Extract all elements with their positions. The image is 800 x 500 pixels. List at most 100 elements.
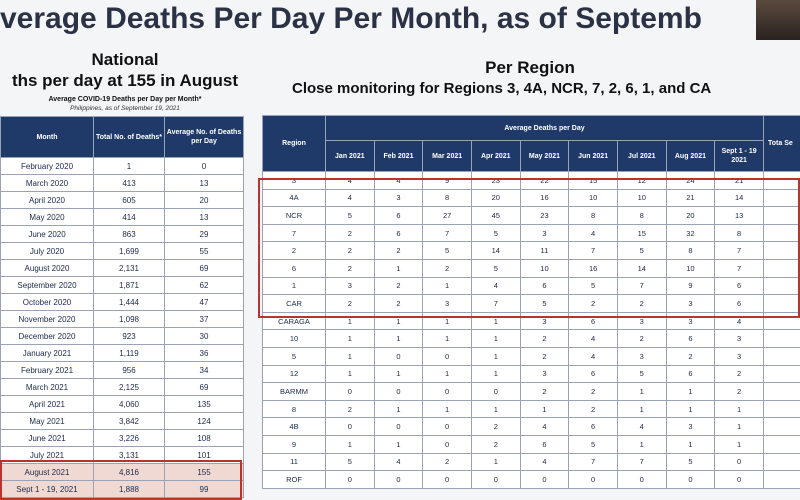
table-cell: 0 xyxy=(422,382,472,401)
table-cell: February 2021 xyxy=(0,361,94,379)
table-cell: 0 xyxy=(470,470,521,489)
table-cell: 4,060 xyxy=(93,395,165,413)
table-cell: 1 xyxy=(373,399,424,419)
table-cell: 1 xyxy=(714,434,764,454)
table-cell: 1 xyxy=(470,346,521,366)
table-row: April 2021 4,060 135 xyxy=(0,395,244,413)
table-cell: 2 xyxy=(519,346,570,366)
table-caption: Average COVID-19 Deaths per Day per Mont… xyxy=(48,96,202,103)
highlight-box xyxy=(258,178,800,318)
table-cell: December 2020 xyxy=(0,327,94,345)
table-row: November 2020 1,098 37 xyxy=(0,310,244,328)
table-cell: 6 xyxy=(519,434,570,454)
table-cell: June 2021 xyxy=(0,429,94,447)
table-cell: 1 xyxy=(325,434,375,454)
table-cell: January 2021 xyxy=(0,344,94,362)
table-cell: 1 xyxy=(373,434,424,454)
table-cell: 5 xyxy=(262,346,326,366)
table-cell: 956 xyxy=(93,361,165,379)
table-cell: 10 xyxy=(262,329,326,348)
table-cell: 2 xyxy=(568,399,618,419)
table-cell: August 2020 xyxy=(0,259,94,277)
table-cell: 605 xyxy=(93,191,165,209)
table-cell: 1 xyxy=(665,382,716,401)
table-cell: 0 xyxy=(373,470,424,489)
header-row: Region Average Deaths per Day Tota Se xyxy=(262,115,800,172)
table-cell: 4B xyxy=(262,417,326,436)
table-cell: 13 xyxy=(164,208,244,226)
table-cell: 0 xyxy=(519,470,570,489)
table-cell: 1 xyxy=(325,346,375,366)
table-cell: March 2021 xyxy=(0,378,94,396)
column-header: May 2021 xyxy=(519,140,570,172)
table-row: February 2021 956 34 xyxy=(0,361,244,379)
table-cell: 4 xyxy=(568,346,618,366)
table-cell: 414 xyxy=(93,208,165,226)
column-header: Total No. of Deaths* xyxy=(93,116,165,158)
table-cell: 0 xyxy=(470,382,521,401)
table-row: January 2021 1,119 36 xyxy=(0,344,244,362)
table-cell: 0 xyxy=(325,470,375,489)
table-cell: 4 xyxy=(373,452,424,472)
column-header: Average No. of Deaths per Day xyxy=(164,116,244,158)
table-cell: 0 xyxy=(616,470,667,489)
column-header: Sept 1 - 19 2021 xyxy=(714,140,764,172)
table-cell: 4 xyxy=(568,329,618,348)
table-cell: 1 xyxy=(373,364,424,384)
table-cell: 6 xyxy=(665,329,716,348)
table-row: 3 4 4 9 23 22 15 12 24 21 xyxy=(262,171,800,190)
table-cell: 5 xyxy=(616,364,667,384)
table-cell: 1 xyxy=(616,399,667,419)
table-cell: 55 xyxy=(164,242,244,260)
table-cell: 0 xyxy=(714,452,764,472)
table-cell: 1 xyxy=(325,329,375,348)
table-cell: May 2020 xyxy=(0,208,94,226)
webcam-thumbnail xyxy=(756,0,800,40)
table-cell: October 2020 xyxy=(0,293,94,311)
table-row: July 2020 1,699 55 xyxy=(0,242,244,260)
table-cell: 2 xyxy=(616,329,667,348)
table-cell: 1,699 xyxy=(93,242,165,260)
table-cell: February 2020 xyxy=(0,157,94,175)
table-cell: 1 xyxy=(470,329,521,348)
table-cell: 0 xyxy=(714,470,764,489)
table-cell: 0 xyxy=(373,382,424,401)
table-cell: 3 xyxy=(616,346,667,366)
table-cell: March 2020 xyxy=(0,174,94,192)
table-cell: 413 xyxy=(93,174,165,192)
table-cell: 2 xyxy=(568,382,618,401)
table-cell: 923 xyxy=(93,327,165,345)
table-cell: April 2021 xyxy=(0,395,94,413)
header-row: Jan 2021 Feb 2021 Mar 2021 Apr 2021 May 2021… xyxy=(263,140,800,172)
table-cell: 1 xyxy=(93,157,165,175)
national-heading: National xyxy=(91,50,159,69)
table-row: June 2020 863 29 xyxy=(0,225,244,243)
table-cell xyxy=(763,470,800,489)
highlight-box xyxy=(0,460,242,500)
table-cell: 30 xyxy=(164,327,244,345)
table-cell: 1 xyxy=(422,364,472,384)
table-cell: 1,119 xyxy=(93,344,165,362)
table-cell: 5 xyxy=(665,452,716,472)
table-cell: BARMM xyxy=(262,382,326,401)
table-cell: 0 xyxy=(325,382,375,401)
table-row: CAR 2 2 3 7 5 2 2 3 6 xyxy=(262,294,800,313)
table-cell: 1,444 xyxy=(93,293,165,311)
table-cell xyxy=(763,364,800,384)
table-cell: 1 xyxy=(616,434,667,454)
column-header: Jun 2021 xyxy=(568,140,618,172)
region-subheading: Close monitoring for Regions 3, 4A, NCR,… xyxy=(292,80,712,97)
table-row: 10 1 1 1 1 2 4 2 6 3 xyxy=(262,329,800,348)
table-row: May 2021 3,842 124 xyxy=(0,412,244,430)
table-cell: 2 xyxy=(714,364,764,384)
table-cell: 1,098 xyxy=(93,310,165,328)
table-cell: 1 xyxy=(422,329,472,348)
table-cell: 37 xyxy=(164,310,244,328)
region-table: Region Average Deaths per Day Tota Se Jan 2… xyxy=(262,115,800,489)
table-cell: 7 xyxy=(616,452,667,472)
table-cell: 2 xyxy=(665,346,716,366)
table-cell: 5 xyxy=(568,434,618,454)
